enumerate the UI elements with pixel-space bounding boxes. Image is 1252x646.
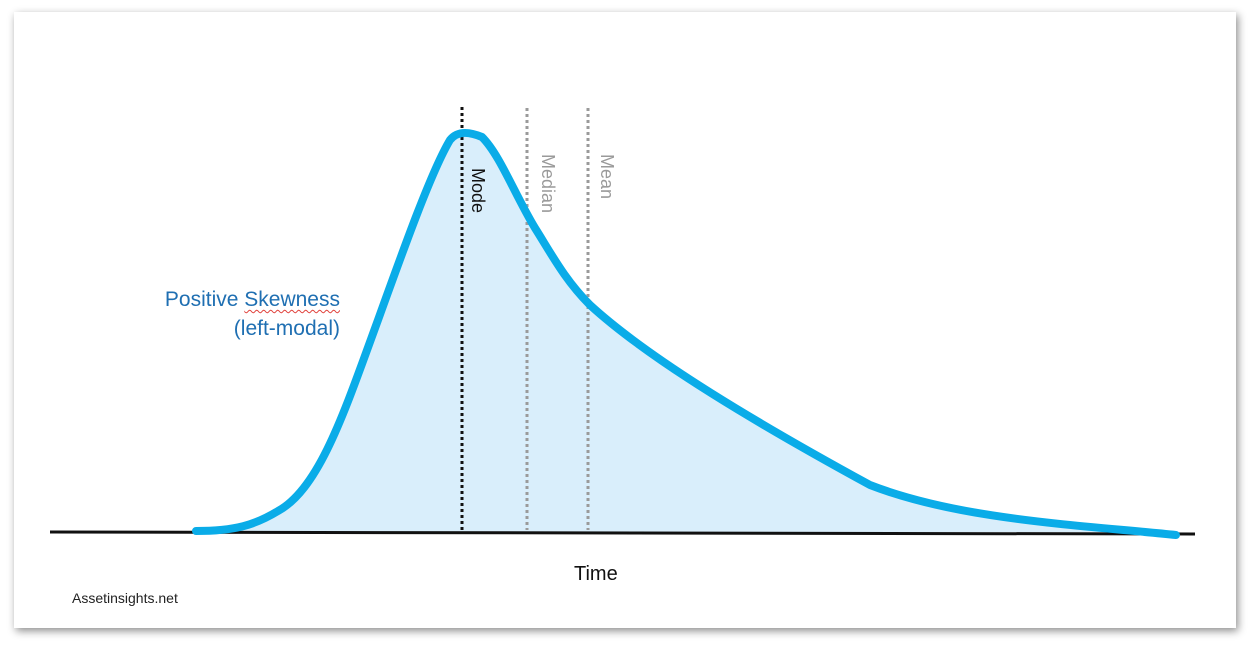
median-label: Median bbox=[538, 154, 558, 214]
x-axis-label: Time bbox=[574, 563, 618, 585]
title-main: Positive Skewness bbox=[165, 285, 340, 314]
credit-text: Assetinsights.net bbox=[72, 590, 178, 606]
mean-label: Mean bbox=[597, 154, 617, 200]
mode-label: Mode bbox=[468, 168, 488, 214]
chart-title: Positive Skewness (left-modal) bbox=[165, 285, 340, 343]
title-subtitle: (left-modal) bbox=[233, 317, 340, 340]
distribution-curve bbox=[192, 128, 1180, 539]
title-main-prefix: Positive bbox=[164, 288, 245, 311]
distribution-area bbox=[196, 132, 1176, 535]
x-axis bbox=[49, 530, 1196, 536]
title-main-underlined: Skewness bbox=[244, 288, 340, 311]
